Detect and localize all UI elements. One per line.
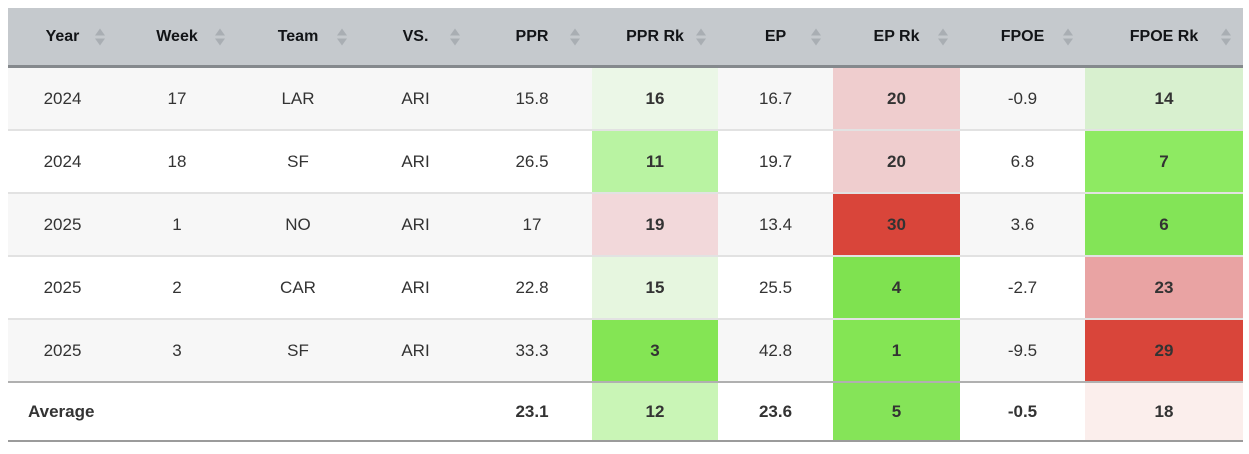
table-row: 2024 18 SF ARI 26.5 11 19.7 20 6.8 7 bbox=[8, 130, 1243, 194]
table-row: 2024 17 LAR ARI 15.8 16 16.7 20 -0.9 14 bbox=[8, 66, 1243, 131]
cell-ep: 42.8 bbox=[718, 319, 833, 383]
cell-ppr-rk: 16 bbox=[592, 66, 718, 131]
cell-ep-rk: 20 bbox=[833, 130, 960, 194]
cell-fpoe: -0.5 bbox=[960, 382, 1085, 442]
cell-vs: ARI bbox=[359, 256, 472, 320]
sort-icon bbox=[811, 28, 821, 45]
cell-fpoe-rk: 29 bbox=[1085, 319, 1243, 383]
cell-fpoe: -2.7 bbox=[960, 256, 1085, 320]
cell-ppr: 23.1 bbox=[472, 382, 592, 442]
column-header-ep-rk[interactable]: EP Rk bbox=[833, 8, 960, 68]
cell-vs: ARI bbox=[359, 130, 472, 194]
cell-ppr-rk: 19 bbox=[592, 193, 718, 257]
cell-ppr-rk: 15 bbox=[592, 256, 718, 320]
cell-year: 2025 bbox=[8, 319, 117, 383]
cell-ep-rk: 30 bbox=[833, 193, 960, 257]
cell-team-empty bbox=[237, 382, 359, 442]
cell-week-empty bbox=[117, 382, 237, 442]
column-header-label: FPOE bbox=[1000, 27, 1045, 45]
cell-fpoe-rk: 23 bbox=[1085, 256, 1243, 320]
column-header-vs[interactable]: VS. bbox=[359, 8, 472, 68]
cell-fpoe: 6.8 bbox=[960, 130, 1085, 194]
column-header-label: FPOE Rk bbox=[1129, 27, 1199, 45]
average-row: Average 23.1 12 23.6 5 -0.5 18 bbox=[8, 382, 1243, 442]
column-header-fpoe-rk[interactable]: FPOE Rk bbox=[1085, 8, 1243, 68]
sort-icon bbox=[1221, 28, 1231, 45]
cell-ppr: 33.3 bbox=[472, 319, 592, 383]
cell-vs: ARI bbox=[359, 319, 472, 383]
cell-ppr-rk: 11 bbox=[592, 130, 718, 194]
column-header-label: Team bbox=[277, 27, 319, 45]
cell-ppr: 22.8 bbox=[472, 256, 592, 320]
cell-ep: 16.7 bbox=[718, 66, 833, 131]
cell-team: SF bbox=[237, 130, 359, 194]
cell-year: 2024 bbox=[8, 66, 117, 131]
column-header-label: PPR bbox=[515, 27, 549, 45]
cell-ppr-rk: 3 bbox=[592, 319, 718, 383]
column-header-year[interactable]: Year bbox=[8, 8, 117, 68]
cell-ep: 25.5 bbox=[718, 256, 833, 320]
cell-vs-empty bbox=[359, 382, 472, 442]
cell-fpoe-rk: 7 bbox=[1085, 130, 1243, 194]
sort-icon bbox=[95, 28, 105, 45]
cell-year: 2025 bbox=[8, 256, 117, 320]
cell-ppr: 26.5 bbox=[472, 130, 592, 194]
column-header-label: EP Rk bbox=[873, 27, 920, 45]
cell-vs: ARI bbox=[359, 66, 472, 131]
cell-team: NO bbox=[237, 193, 359, 257]
column-header-ep[interactable]: EP bbox=[718, 8, 833, 68]
cell-team: LAR bbox=[237, 66, 359, 131]
average-label: Average bbox=[8, 382, 117, 442]
cell-ep: 13.4 bbox=[718, 193, 833, 257]
cell-week: 18 bbox=[117, 130, 237, 194]
cell-year: 2025 bbox=[8, 193, 117, 257]
column-header-fpoe[interactable]: FPOE bbox=[960, 8, 1085, 68]
cell-team: SF bbox=[237, 319, 359, 383]
table-row: 2025 3 SF ARI 33.3 3 42.8 1 -9.5 29 bbox=[8, 319, 1243, 383]
sort-icon bbox=[215, 28, 225, 45]
cell-ep-rk: 20 bbox=[833, 66, 960, 131]
column-header-week[interactable]: Week bbox=[117, 8, 237, 68]
table-row: 2025 2 CAR ARI 22.8 15 25.5 4 -2.7 23 bbox=[8, 256, 1243, 320]
cell-fpoe-rk: 6 bbox=[1085, 193, 1243, 257]
sort-icon bbox=[696, 28, 706, 45]
cell-team: CAR bbox=[237, 256, 359, 320]
cell-ep-rk: 1 bbox=[833, 319, 960, 383]
cell-year: 2024 bbox=[8, 130, 117, 194]
sort-icon bbox=[337, 28, 347, 45]
table-row: 2025 1 NO ARI 17 19 13.4 30 3.6 6 bbox=[8, 193, 1243, 257]
column-header-label: EP bbox=[764, 27, 787, 45]
cell-fpoe-rk: 14 bbox=[1085, 66, 1243, 131]
sort-icon bbox=[938, 28, 948, 45]
column-header-ppr-rk[interactable]: PPR Rk bbox=[592, 8, 718, 68]
cell-ppr: 17 bbox=[472, 193, 592, 257]
column-header-label: VS. bbox=[402, 27, 429, 45]
sort-icon bbox=[450, 28, 460, 45]
column-header-label: PPR Rk bbox=[626, 27, 684, 45]
stats-table-container: Year Week Team VS. PPR bbox=[8, 8, 1243, 442]
column-header-ppr[interactable]: PPR bbox=[472, 8, 592, 68]
cell-week: 3 bbox=[117, 319, 237, 383]
column-header-label: Year bbox=[45, 27, 80, 45]
cell-fpoe: 3.6 bbox=[960, 193, 1085, 257]
cell-fpoe: -0.9 bbox=[960, 66, 1085, 131]
sort-icon bbox=[1063, 28, 1073, 45]
column-header-team[interactable]: Team bbox=[237, 8, 359, 68]
cell-vs: ARI bbox=[359, 193, 472, 257]
cell-week: 17 bbox=[117, 66, 237, 131]
column-header-label: Week bbox=[156, 27, 198, 45]
cell-week: 2 bbox=[117, 256, 237, 320]
cell-fpoe-rk: 18 bbox=[1085, 382, 1243, 442]
cell-ppr: 15.8 bbox=[472, 66, 592, 131]
cell-fpoe: -9.5 bbox=[960, 319, 1085, 383]
cell-ep-rk: 4 bbox=[833, 256, 960, 320]
header-row: Year Week Team VS. PPR bbox=[8, 8, 1243, 68]
cell-ep: 19.7 bbox=[718, 130, 833, 194]
cell-ep-rk: 5 bbox=[833, 382, 960, 442]
cell-week: 1 bbox=[117, 193, 237, 257]
game-log-table: Year Week Team VS. PPR bbox=[8, 8, 1243, 442]
cell-ep: 23.6 bbox=[718, 382, 833, 442]
cell-ppr-rk: 12 bbox=[592, 382, 718, 442]
sort-icon bbox=[570, 28, 580, 45]
